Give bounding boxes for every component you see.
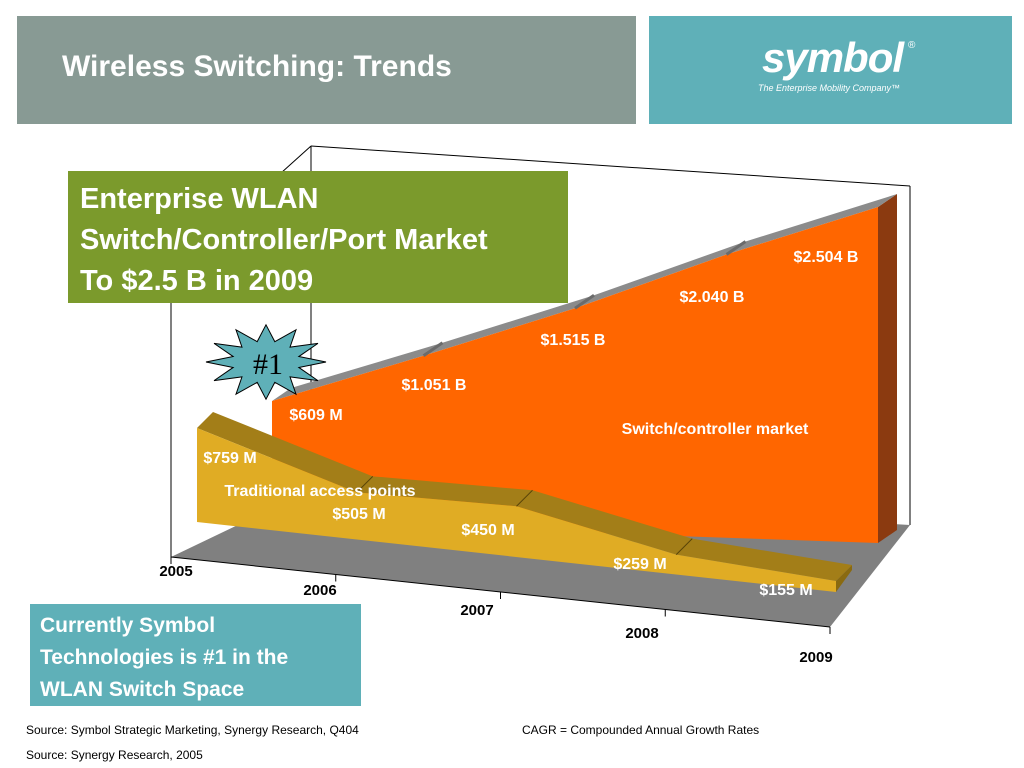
note-line-1: Currently Symbol	[40, 614, 216, 637]
switch-series-name: Switch/controller market	[622, 421, 809, 438]
ap-ridge-2007	[516, 489, 533, 507]
note-line-2: Technologies is #1 in the	[40, 646, 289, 669]
switch-series-side-wall	[878, 194, 897, 543]
switch-value-label-2008: $2.040 B	[680, 289, 745, 306]
market-headline-box: Enterprise WLAN Switch/Controller/Port M…	[68, 171, 568, 303]
ap-value-label-2005: $759 M	[203, 450, 256, 467]
ap-series-area	[197, 428, 836, 592]
ap-value-label-2007: $450 M	[461, 522, 514, 539]
logo-tagline: The Enterprise Mobility Company™	[758, 83, 901, 93]
x-tick-label-2007: 2007	[460, 602, 493, 619]
source-note-2: Source: Synergy Research, 2005	[26, 748, 203, 762]
symbol-logo: symbol	[762, 34, 904, 81]
x-tick-label-2009: 2009	[799, 649, 832, 666]
source-note-1: Source: Symbol Strategic Marketing, Syne…	[26, 723, 359, 737]
switch-series-area	[272, 207, 878, 543]
logo-bar	[649, 16, 1012, 124]
header-bar	[17, 16, 636, 124]
slide-title: Wireless Switching: Trends	[62, 50, 452, 83]
logo-registered-mark: ®	[908, 40, 916, 51]
starburst-label: #1	[253, 348, 283, 381]
x-tick-label-2008: 2008	[625, 625, 658, 642]
ap-series-name: Traditional access points	[224, 483, 415, 500]
ap-ridge-2008	[675, 538, 693, 556]
headline-line-3: To $2.5 B in 2009	[80, 265, 314, 297]
switch-ridge-2008	[725, 240, 747, 256]
number-one-starburst: #1	[205, 323, 327, 401]
switch-ridge-2006	[422, 341, 444, 357]
headline-line-1: Enterprise WLAN	[80, 183, 319, 215]
note-line-3: WLAN Switch Space	[40, 678, 245, 701]
switch-value-label-2007: $1.515 B	[541, 332, 606, 349]
switch-value-label-2006: $1.051 B	[402, 377, 467, 394]
ap-ridge-2006	[356, 475, 374, 493]
access-points-series	[197, 412, 852, 592]
headline-line-2: Switch/Controller/Port Market	[80, 224, 488, 256]
x-tick-label-2005: 2005	[159, 563, 192, 580]
ap-value-label-2006: $505 M	[332, 506, 385, 523]
ap-value-label-2008: $259 M	[613, 556, 666, 573]
switch-value-label-2009: $2.504 B	[794, 249, 859, 266]
leadership-note-box: Currently Symbol Technologies is #1 in t…	[30, 604, 361, 706]
ap-series-top-ribbon	[197, 412, 852, 581]
switch-controller-series	[272, 194, 897, 543]
switch-value-label-2005: $609 M	[289, 407, 342, 424]
switch-ridge-2007	[574, 294, 595, 310]
cagr-note: CAGR = Compounded Annual Growth Rates	[522, 723, 760, 737]
ap-series-side-wall	[836, 565, 852, 592]
ap-value-label-2009: $155 M	[759, 582, 812, 599]
x-tick-label-2006: 2006	[303, 582, 336, 599]
